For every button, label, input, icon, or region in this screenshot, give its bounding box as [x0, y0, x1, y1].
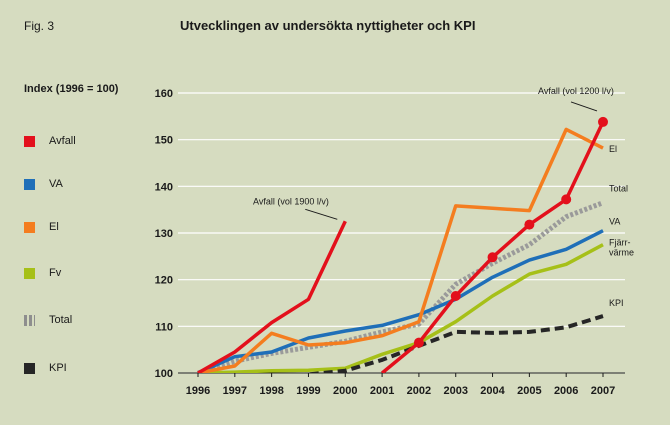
end-label-el-line-0: El: [609, 144, 617, 154]
legend-swatch-avfall: [24, 135, 35, 147]
legend-label-total: Total: [49, 314, 73, 326]
legend-label-fv: Fv: [49, 267, 62, 279]
figure-label: Fig. 3: [24, 19, 55, 33]
legend-swatch-fv: [24, 267, 35, 279]
y-tick-label-160: 160: [155, 88, 173, 100]
series-line-avfall_1900: [197, 220, 347, 373]
legend-item-va: VA: [24, 178, 63, 190]
legend-label-va: VA: [49, 178, 63, 190]
y-tick-label-100: 100: [155, 368, 173, 380]
series-line-el: [197, 127, 604, 373]
end-label-fjarrvarme: Fjärr-värme: [609, 238, 634, 258]
y-tick-label-150: 150: [155, 135, 173, 147]
annotation-avfall-1900: Avfall (vol 1900 l/v): [253, 196, 329, 206]
x-tick-label-1996: 1996: [186, 385, 210, 397]
legend-item-total: Total: [24, 314, 72, 326]
x-tick-label-2002: 2002: [407, 385, 431, 397]
series-marker-avfall_1200-2007: [598, 116, 608, 127]
annotation-avfall-1900-leader: [305, 208, 338, 220]
y-tick-label-130: 130: [155, 228, 173, 240]
legend-swatch-total: [24, 314, 35, 326]
series-line-va: [197, 229, 604, 373]
x-tick-label-2006: 2006: [554, 385, 578, 397]
legend-item-kpi: KPI: [24, 362, 67, 374]
legend-swatch-kpi: [24, 362, 35, 374]
x-tick-label-1999: 1999: [296, 385, 320, 397]
chart-title: Utvecklingen av undersökta nyttigheter o…: [180, 18, 476, 33]
x-tick-label-2003: 2003: [443, 385, 467, 397]
series-marker-avfall_1200-2004: [487, 252, 498, 263]
end-label-el: El: [609, 144, 617, 154]
end-label-total-line-0: Total: [609, 184, 628, 194]
end-label-kpi-line-0: KPI: [609, 298, 624, 308]
legend-label-avfall: Avfall: [49, 135, 76, 147]
legend-item-avfall: Avfall: [24, 135, 76, 147]
x-tick-label-1997: 1997: [223, 385, 247, 397]
legend-swatch-el: [24, 221, 35, 233]
series-marker-avfall_1200-2003: [450, 291, 461, 301]
x-tick-label-2001: 2001: [370, 385, 394, 397]
legend-label-kpi: KPI: [49, 362, 67, 374]
end-label-va-line-0: VA: [609, 217, 620, 227]
x-tick-label-2004: 2004: [480, 385, 505, 397]
x-tick-label-2000: 2000: [333, 385, 357, 397]
x-tick-label-2005: 2005: [517, 385, 541, 397]
annotation-avfall-1200-leader: [570, 101, 598, 112]
y-tick-label-140: 140: [155, 181, 173, 193]
y-axis-label: Index (1996 = 100): [24, 83, 119, 95]
x-tick-label-2007: 2007: [591, 385, 615, 397]
legend-swatch-va: [24, 178, 35, 190]
x-tick-label-1998: 1998: [259, 385, 283, 397]
legend-label-el: El: [49, 221, 59, 233]
annotation-avfall-1200: Avfall (vol 1200 l/v): [538, 86, 614, 96]
legend-item-fv: Fv: [24, 267, 61, 279]
series-marker-avfall_1200-2002: [413, 337, 424, 348]
series-marker-avfall_1200-2005: [524, 219, 535, 230]
end-label-fjarrvarme-line-0: Fjärr-: [609, 238, 631, 248]
end-label-fjarrvarme-line-1: värme: [609, 248, 634, 258]
end-label-va: VA: [609, 217, 620, 227]
legend-item-el: El: [24, 221, 59, 233]
series-line-fv: [197, 243, 604, 373]
y-tick-label-120: 120: [155, 275, 173, 287]
end-label-kpi: KPI: [609, 298, 624, 308]
series-line-kpi: [283, 314, 604, 373]
end-label-total: Total: [609, 184, 628, 194]
series-marker-avfall_1200-2006: [561, 194, 572, 205]
y-tick-label-110: 110: [155, 321, 173, 333]
